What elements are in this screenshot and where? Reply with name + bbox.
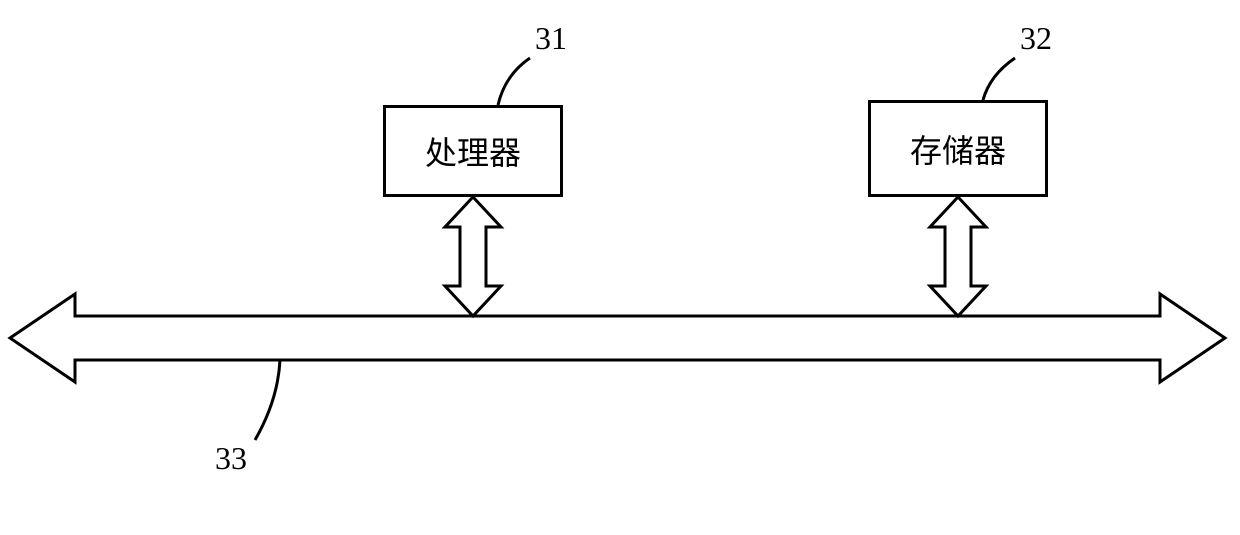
diagram-svg	[0, 0, 1240, 535]
memory-bus-connector	[930, 197, 986, 316]
processor-bus-connector	[445, 197, 501, 316]
diagram-canvas: 处理器 31 存储器 32 总线 33	[0, 0, 1240, 535]
bus-arrow	[10, 294, 1225, 382]
processor-leader	[498, 58, 530, 105]
memory-leader	[983, 58, 1015, 100]
bus-leader	[255, 360, 280, 440]
